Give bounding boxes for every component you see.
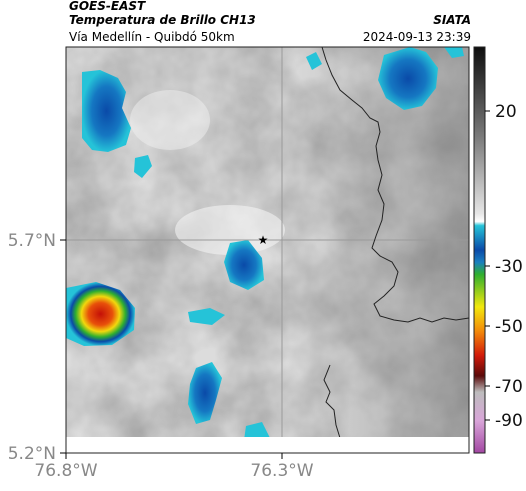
- cold-cloud-cells: [66, 47, 464, 440]
- datetime-label: 2024-09-13 23:39: [362, 30, 471, 44]
- colorbar-tick-label: 20: [495, 102, 517, 122]
- x-tick-label: 76.3°W: [250, 461, 313, 481]
- axis-ticks: [60, 239, 283, 459]
- gridlines: [66, 47, 469, 453]
- colorbar-tick-label: -30: [495, 257, 523, 277]
- department-border-south: [323, 364, 345, 453]
- colorbar-tick-label: -70: [495, 377, 523, 397]
- organization-label: SIATA: [433, 13, 471, 27]
- nodata-strip: [66, 437, 469, 453]
- location-star-icon: ★: [258, 233, 269, 247]
- map-frame: [65, 46, 470, 454]
- y-tick-label: 5.2°N: [8, 444, 56, 464]
- colorbar-tick-label: -50: [495, 317, 523, 337]
- x-tick-label: 76.8°W: [34, 461, 97, 481]
- route-subtitle: Vía Medellín - Quibdó 50km: [69, 30, 235, 44]
- product-title: Temperatura de Brillo CH13: [69, 13, 256, 27]
- department-border: [321, 47, 469, 323]
- colorbar: 20 -30 -50 -70 -90: [473, 46, 523, 454]
- satellite-title: GOES-EAST: [69, 0, 146, 13]
- satellite-image: ★: [66, 47, 469, 453]
- colorbar-tick-label: -90: [495, 411, 523, 431]
- y-tick-label: 5.7°N: [8, 231, 56, 251]
